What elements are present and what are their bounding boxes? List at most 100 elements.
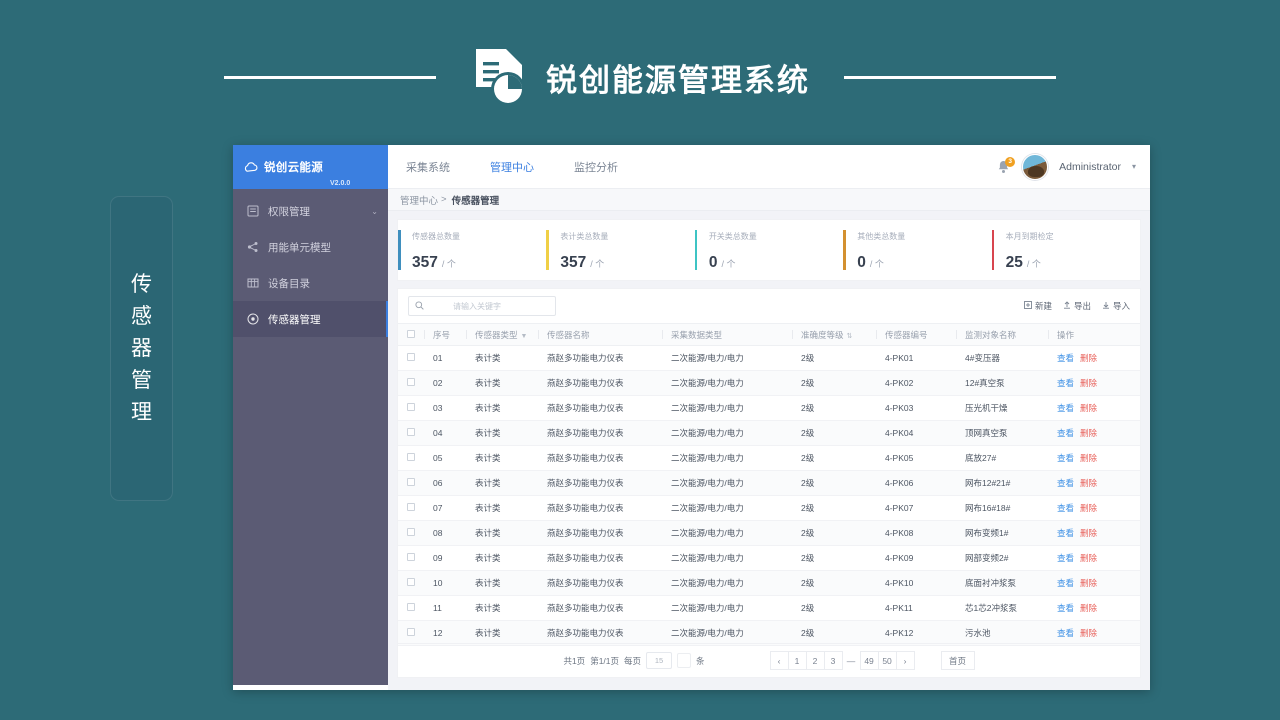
tab-monitor-analysis[interactable]: 监控分析	[574, 161, 618, 174]
stat-cards: 传感器总数量 357/ 个 表计类总数量 357/ 个 开关类总数量 0/ 个 …	[397, 219, 1141, 281]
row-checkbox-cell[interactable]	[398, 345, 424, 371]
sidebar-item-device-catalog[interactable]: 设备目录	[233, 265, 388, 301]
view-link[interactable]: 查看	[1057, 403, 1075, 413]
first-page-button[interactable]: 首页	[940, 651, 975, 670]
tab-management-center[interactable]: 管理中心	[490, 161, 534, 174]
view-link[interactable]: 查看	[1057, 603, 1075, 613]
row-checkbox-cell[interactable]	[398, 370, 424, 396]
table-row[interactable]: 12 表计类 燕赵多功能电力仪表 二次能源/电力/电力 2级 4-PK12 污水池 查看 删除	[398, 620, 1140, 646]
row-checkbox-cell[interactable]	[398, 545, 424, 571]
delete-link[interactable]: 删除	[1080, 603, 1098, 613]
delete-link[interactable]: 删除	[1080, 478, 1098, 488]
row-checkbox-cell[interactable]	[398, 620, 424, 646]
checkbox[interactable]	[407, 478, 415, 486]
view-link[interactable]: 查看	[1057, 428, 1075, 438]
avatar[interactable]	[1022, 153, 1049, 180]
checkbox[interactable]	[407, 428, 415, 436]
checkbox[interactable]	[407, 628, 415, 636]
delete-link[interactable]: 删除	[1080, 353, 1098, 363]
breadcrumb-parent[interactable]: 管理中心	[400, 195, 439, 207]
import-button[interactable]: 导入	[1102, 300, 1130, 312]
sidebar-item-permission[interactable]: 权限管理 ⌄	[233, 193, 388, 229]
delete-link[interactable]: 删除	[1080, 578, 1098, 588]
table-row[interactable]: 05 表计类 燕赵多功能电力仪表 二次能源/电力/电力 2级 4-PK05 底放27# 查看删…	[398, 445, 1140, 471]
checkbox[interactable]	[407, 353, 415, 361]
checkbox[interactable]	[407, 553, 415, 561]
app-logo[interactable]: 锐创云能源 V2.0.0	[233, 145, 388, 189]
table-row[interactable]: 08 表计类 燕赵多功能电力仪表 二次能源/电力/电力 2级 4-PK08 网布变频1# 查看…	[398, 520, 1140, 546]
view-link[interactable]: 查看	[1057, 453, 1075, 463]
view-link[interactable]: 查看	[1057, 503, 1075, 513]
row-checkbox-cell[interactable]	[398, 395, 424, 421]
checkbox[interactable]	[407, 578, 415, 586]
chevron-down-icon[interactable]: ▾	[1131, 162, 1136, 171]
sidebar-item-sensor-management[interactable]: 传感器管理	[233, 301, 388, 337]
view-link[interactable]: 查看	[1057, 553, 1075, 563]
filter-icon[interactable]: ▼	[520, 332, 528, 340]
delete-link[interactable]: 删除	[1080, 528, 1098, 538]
delete-link[interactable]: 删除	[1080, 628, 1098, 638]
delete-link[interactable]: 删除	[1080, 503, 1098, 513]
search-input[interactable]: 请输入关键字	[408, 296, 556, 316]
row-checkbox-cell[interactable]	[398, 495, 424, 521]
checkbox[interactable]	[407, 603, 415, 611]
page-button-2[interactable]: 2	[805, 651, 825, 670]
vtab-char-0: 传	[131, 273, 152, 296]
column-header-data-type[interactable]: 采集数据类型	[662, 323, 792, 346]
table-row[interactable]: 09 表计类 燕赵多功能电力仪表 二次能源/电力/电力 2级 4-PK09 网部变频2# 查看…	[398, 545, 1140, 571]
view-link[interactable]: 查看	[1057, 378, 1075, 388]
export-button[interactable]: 导出	[1063, 300, 1091, 312]
column-header-monitor-object[interactable]: 监测对象名称	[956, 323, 1048, 346]
table-row[interactable]: 06 表计类 燕赵多功能电力仪表 二次能源/电力/电力 2级 4-PK06 网布12#21#…	[398, 470, 1140, 496]
table-row[interactable]: 07 表计类 燕赵多功能电力仪表 二次能源/电力/电力 2级 4-PK07 网布16#18#…	[398, 495, 1140, 521]
checkbox[interactable]	[407, 403, 415, 411]
per-page-select[interactable]: 15	[646, 652, 673, 669]
table-row[interactable]: 11 表计类 燕赵多功能电力仪表 二次能源/电力/电力 2级 4-PK11 芯1芯2冲浆泵查…	[398, 595, 1140, 621]
sidebar-item-unit-model[interactable]: 用能单元模型	[233, 229, 388, 265]
table-row[interactable]: 10 表计类 燕赵多功能电力仪表 二次能源/电力/电力 2级 4-PK10 底面衬冲浆泵 查看…	[398, 570, 1140, 596]
checkbox[interactable]	[407, 503, 415, 511]
delete-link[interactable]: 删除	[1080, 553, 1098, 563]
view-link[interactable]: 查看	[1057, 578, 1075, 588]
sort-icon[interactable]: ⇅	[846, 332, 853, 340]
table-row[interactable]: 02 表计类 燕赵多功能电力仪表 二次能源/电力/电力 2级 4-PK02 12#真空泵 查看…	[398, 370, 1140, 396]
view-link[interactable]: 查看	[1057, 353, 1075, 363]
page-button-3[interactable]: 3	[823, 651, 843, 670]
delete-link[interactable]: 删除	[1080, 378, 1098, 388]
table-row[interactable]: 04 表计类 燕赵多功能电力仪表 二次能源/电力/电力 2级 4-PK04 顶网真空泵 查看删…	[398, 420, 1140, 446]
row-checkbox-cell[interactable]	[398, 595, 424, 621]
checkbox[interactable]	[407, 453, 415, 461]
row-checkbox-cell[interactable]	[398, 445, 424, 471]
page-button-49[interactable]: 49	[859, 651, 879, 670]
prev-page-button[interactable]: ‹	[769, 651, 789, 670]
checkbox[interactable]	[407, 528, 415, 536]
checkbox[interactable]	[407, 329, 415, 338]
page-button-1[interactable]: 1	[787, 651, 807, 670]
cell-sensor-name: 燕赵多功能电力仪表	[538, 445, 662, 471]
next-page-button[interactable]: ›	[895, 651, 915, 670]
page-button-50[interactable]: 50	[877, 651, 897, 670]
column-header-accuracy-grade[interactable]: 准确度等级 ⇅	[792, 323, 876, 346]
table-row[interactable]: 03 表计类 燕赵多功能电力仪表 二次能源/电力/电力 2级 4-PK03 压光机干燥 查看删…	[398, 395, 1140, 421]
page-jump-input[interactable]	[677, 653, 692, 668]
new-button[interactable]: 新建	[1024, 300, 1052, 312]
view-link[interactable]: 查看	[1057, 478, 1075, 488]
view-link[interactable]: 查看	[1057, 628, 1075, 638]
row-checkbox-cell[interactable]	[398, 520, 424, 546]
row-checkbox-cell[interactable]	[398, 570, 424, 596]
delete-link[interactable]: 删除	[1080, 428, 1098, 438]
column-header-sensor-code[interactable]: 传感器编号	[876, 323, 956, 346]
select-all-header[interactable]	[398, 323, 424, 346]
row-checkbox-cell[interactable]	[398, 420, 424, 446]
tab-collection-system[interactable]: 采集系统	[406, 161, 450, 174]
row-checkbox-cell[interactable]	[398, 470, 424, 496]
table-row[interactable]: 01 表计类 燕赵多功能电力仪表 二次能源/电力/电力 2级 4-PK01 4#变压器 查看删…	[398, 345, 1140, 371]
column-header-sensor-name[interactable]: 传感器名称	[538, 323, 662, 346]
delete-link[interactable]: 删除	[1080, 453, 1098, 463]
notification-bell-icon[interactable]: 3	[996, 156, 1016, 175]
delete-link[interactable]: 删除	[1080, 403, 1098, 413]
column-header-sensor-type[interactable]: 传感器类型 ▼	[466, 323, 538, 346]
view-link[interactable]: 查看	[1057, 528, 1075, 538]
column-header-no[interactable]: 序号	[424, 323, 466, 346]
checkbox[interactable]	[407, 378, 415, 386]
